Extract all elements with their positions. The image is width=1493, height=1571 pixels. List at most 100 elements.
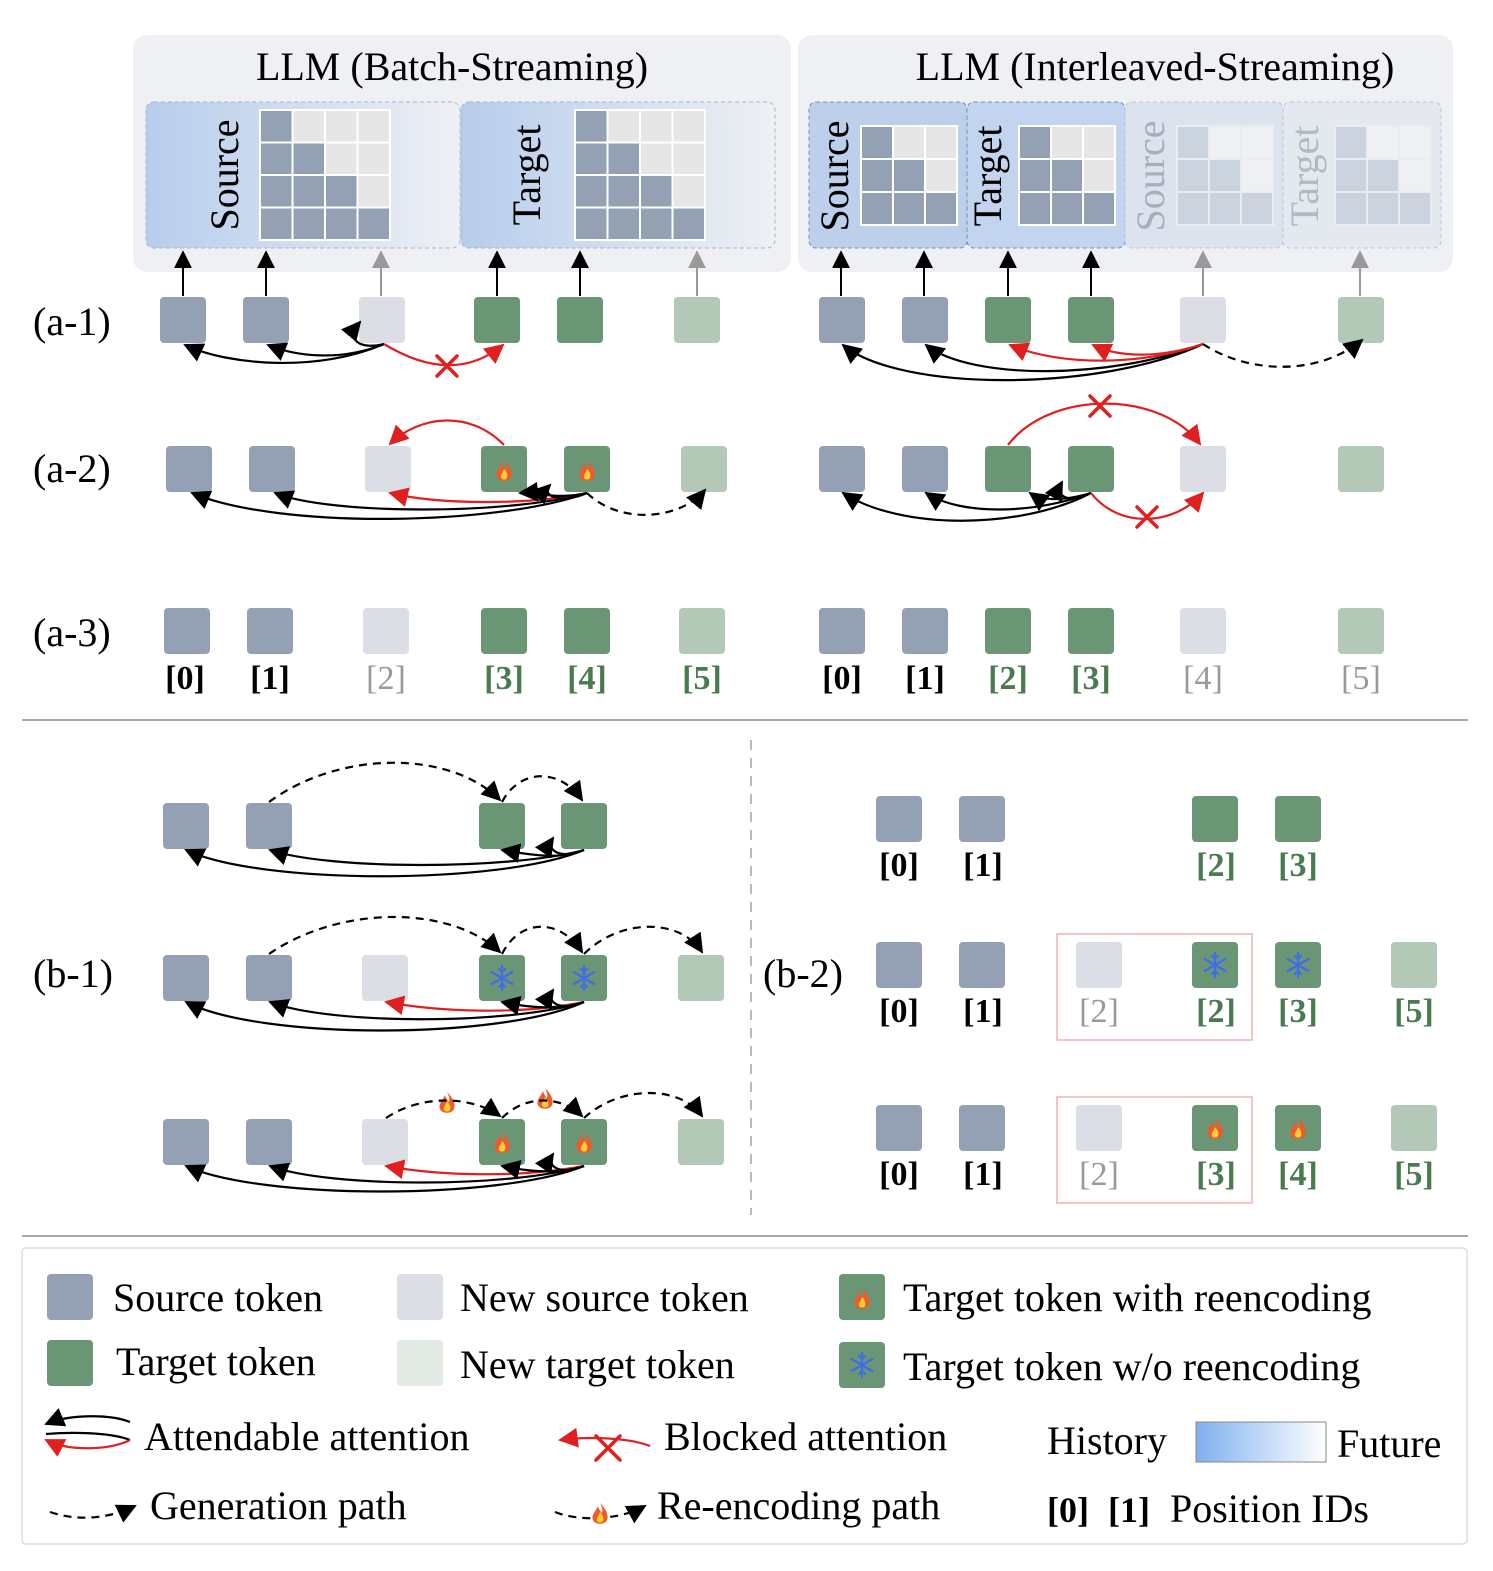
position-id: [5]: [682, 660, 722, 697]
interleaved-panel-title: LLM (Interleaved-Streaming): [916, 44, 1395, 89]
new-source-token: [1180, 608, 1226, 654]
legend-generation-icon: [49, 1504, 137, 1523]
legend-pos-id-0: [0]: [1047, 1490, 1089, 1530]
source-token: [819, 446, 865, 492]
target-token: [474, 297, 520, 343]
b2-row3: [0] [1] [2] [3] [4] [5]: [876, 1096, 1437, 1204]
position-id: [5]: [1341, 660, 1381, 697]
target-token: [479, 803, 525, 849]
source-token: [902, 608, 948, 654]
new-target-token: [1338, 608, 1384, 654]
new-target-token: [1338, 446, 1384, 492]
new-source-token: [362, 955, 408, 1001]
new-target-token: [679, 608, 725, 654]
position-id: [3]: [1278, 847, 1318, 884]
new-target-token: [1391, 942, 1437, 988]
source-token: [902, 297, 948, 343]
target-token: [1068, 297, 1114, 343]
new-source-token: [1076, 1105, 1122, 1151]
legend-source-swatch: [47, 1274, 93, 1320]
new-target-token: [678, 1119, 724, 1165]
target-token: [564, 608, 610, 654]
position-id: [2]: [1079, 1156, 1119, 1193]
source-token: [876, 796, 922, 842]
new-target-token: [674, 297, 720, 343]
position-id: [2]: [366, 660, 406, 697]
legend-new-source-swatch: [397, 1274, 443, 1320]
new-source-token: [362, 1119, 408, 1165]
new-source-token: [363, 608, 409, 654]
legend-reencoding-label: Re-encoding path: [657, 1483, 940, 1528]
position-id: [0]: [879, 1156, 919, 1193]
source-token: [819, 608, 865, 654]
new-source-token: [1076, 942, 1122, 988]
legend-position-ids-label: Position IDs: [1170, 1486, 1369, 1531]
reposition-box: [1056, 1096, 1253, 1204]
legend-new-target-label: New target token: [460, 1342, 735, 1387]
legend-noreenc-label: Target token w/o reencoding: [903, 1344, 1360, 1389]
b2-row2: [0] [1] [2] [2] [3] [5]: [876, 933, 1437, 1041]
target-token: [1068, 608, 1114, 654]
position-id: [5]: [1394, 993, 1434, 1030]
position-id: [0]: [165, 660, 205, 697]
legend-attendable-red-icon: [44, 1439, 131, 1457]
batch-panel-title: LLM (Batch-Streaming): [256, 44, 648, 89]
source-token: [163, 1119, 209, 1165]
target-token: [1068, 446, 1114, 492]
legend-attendable-icon: [44, 1408, 131, 1442]
legend-attendable-label: Attendable attention: [144, 1414, 469, 1459]
position-id: [1]: [905, 660, 945, 697]
row-label-b2: (b-2): [763, 951, 843, 996]
interleaved-source-label: Source: [812, 120, 857, 231]
source-token: [959, 942, 1005, 988]
position-id: [3]: [1196, 1156, 1236, 1193]
new-source-token: [365, 446, 411, 492]
source-token: [163, 803, 209, 849]
reposition-box: [1056, 933, 1253, 1041]
source-token: [246, 803, 292, 849]
row-a1-tokens: [160, 297, 1384, 343]
target-token: [481, 608, 527, 654]
new-target-token: [1391, 1105, 1437, 1151]
row-a3-tokens: [164, 608, 1384, 654]
legend-new-target-swatch: [397, 1340, 443, 1386]
new-target-token: [1338, 297, 1384, 343]
position-id: [1]: [963, 847, 1003, 884]
history-future-gradient: [1195, 1421, 1327, 1463]
interleaved-target-matrix: [1018, 125, 1116, 226]
source-token: [249, 446, 295, 492]
row-label-a3: (a-3): [33, 610, 111, 655]
row-label-a1: (a-1): [33, 299, 111, 344]
future-source-label: Source: [1128, 120, 1173, 231]
position-id: [2]: [1196, 993, 1236, 1030]
batch-target-attention-matrix: [574, 109, 706, 241]
position-id: [1]: [963, 1156, 1003, 1193]
position-id: [1]: [963, 993, 1003, 1030]
position-id: [2]: [988, 660, 1028, 697]
legend-future-label: Future: [1337, 1421, 1441, 1466]
position-id: [5]: [1394, 1156, 1434, 1193]
future-source-matrix: [1176, 125, 1274, 226]
source-token: [243, 297, 289, 343]
position-id: [4]: [567, 660, 607, 697]
blocked-x-icon: [594, 1434, 622, 1462]
batch-source-attention-matrix: [259, 109, 391, 241]
source-token: [959, 796, 1005, 842]
target-token: [557, 297, 603, 343]
source-token: [166, 446, 212, 492]
legend: Source token New source token Target tok…: [21, 1247, 1468, 1545]
batch-target-label: Target: [504, 125, 549, 226]
legend-target-swatch: [47, 1340, 93, 1386]
position-id: [1]: [250, 660, 290, 697]
legend-generation-label: Generation path: [150, 1483, 407, 1528]
source-token: [246, 1119, 292, 1165]
position-id: [4]: [1278, 1156, 1318, 1193]
legend-blocked-icon: [558, 1427, 651, 1448]
target-token: [1275, 796, 1321, 842]
future-target-matrix: [1334, 125, 1432, 226]
source-token: [163, 955, 209, 1001]
target-token: [985, 297, 1031, 343]
position-id: [3]: [1278, 993, 1318, 1030]
b2-row1: [0] [1] [2] [3]: [876, 796, 1321, 884]
